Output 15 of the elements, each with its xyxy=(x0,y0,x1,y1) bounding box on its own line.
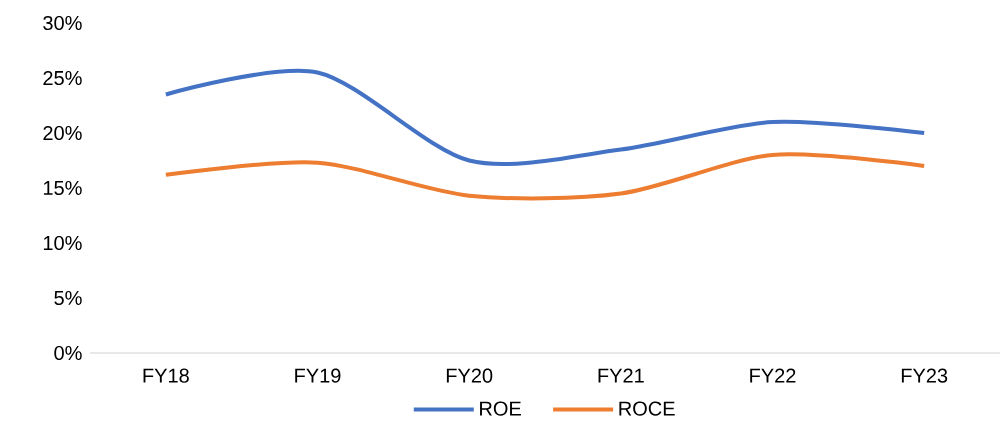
y-tick-label: 15% xyxy=(43,180,82,196)
y-tick-label: 30% xyxy=(43,15,82,31)
legend-label: ROE xyxy=(480,401,521,416)
y-tick-label: 10% xyxy=(43,235,82,251)
y-tick-label: 25% xyxy=(43,70,82,86)
y-tick-label: 5% xyxy=(54,290,82,306)
x-tick-label: FY18 xyxy=(143,368,189,383)
y-tick-label: 20% xyxy=(43,125,82,141)
x-tick-label: FY20 xyxy=(446,368,493,383)
x-tick-label: FY21 xyxy=(598,368,644,383)
y-tick-label: 0% xyxy=(54,345,82,361)
x-tick-label: FY22 xyxy=(750,368,796,383)
x-tick-label: FY19 xyxy=(295,368,341,383)
x-tick-label: FY23 xyxy=(901,368,948,383)
legend-label: ROCE xyxy=(619,401,675,416)
